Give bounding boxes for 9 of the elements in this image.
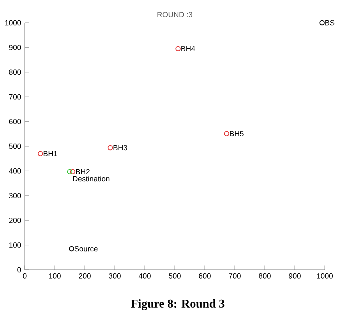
point xyxy=(224,131,230,136)
point xyxy=(38,151,44,157)
point xyxy=(176,46,181,52)
point xyxy=(320,20,325,26)
point xyxy=(70,169,76,175)
caption: Figure 8: Round 3 xyxy=(131,300,225,310)
point xyxy=(108,145,114,151)
point xyxy=(69,246,74,252)
point xyxy=(67,169,73,175)
